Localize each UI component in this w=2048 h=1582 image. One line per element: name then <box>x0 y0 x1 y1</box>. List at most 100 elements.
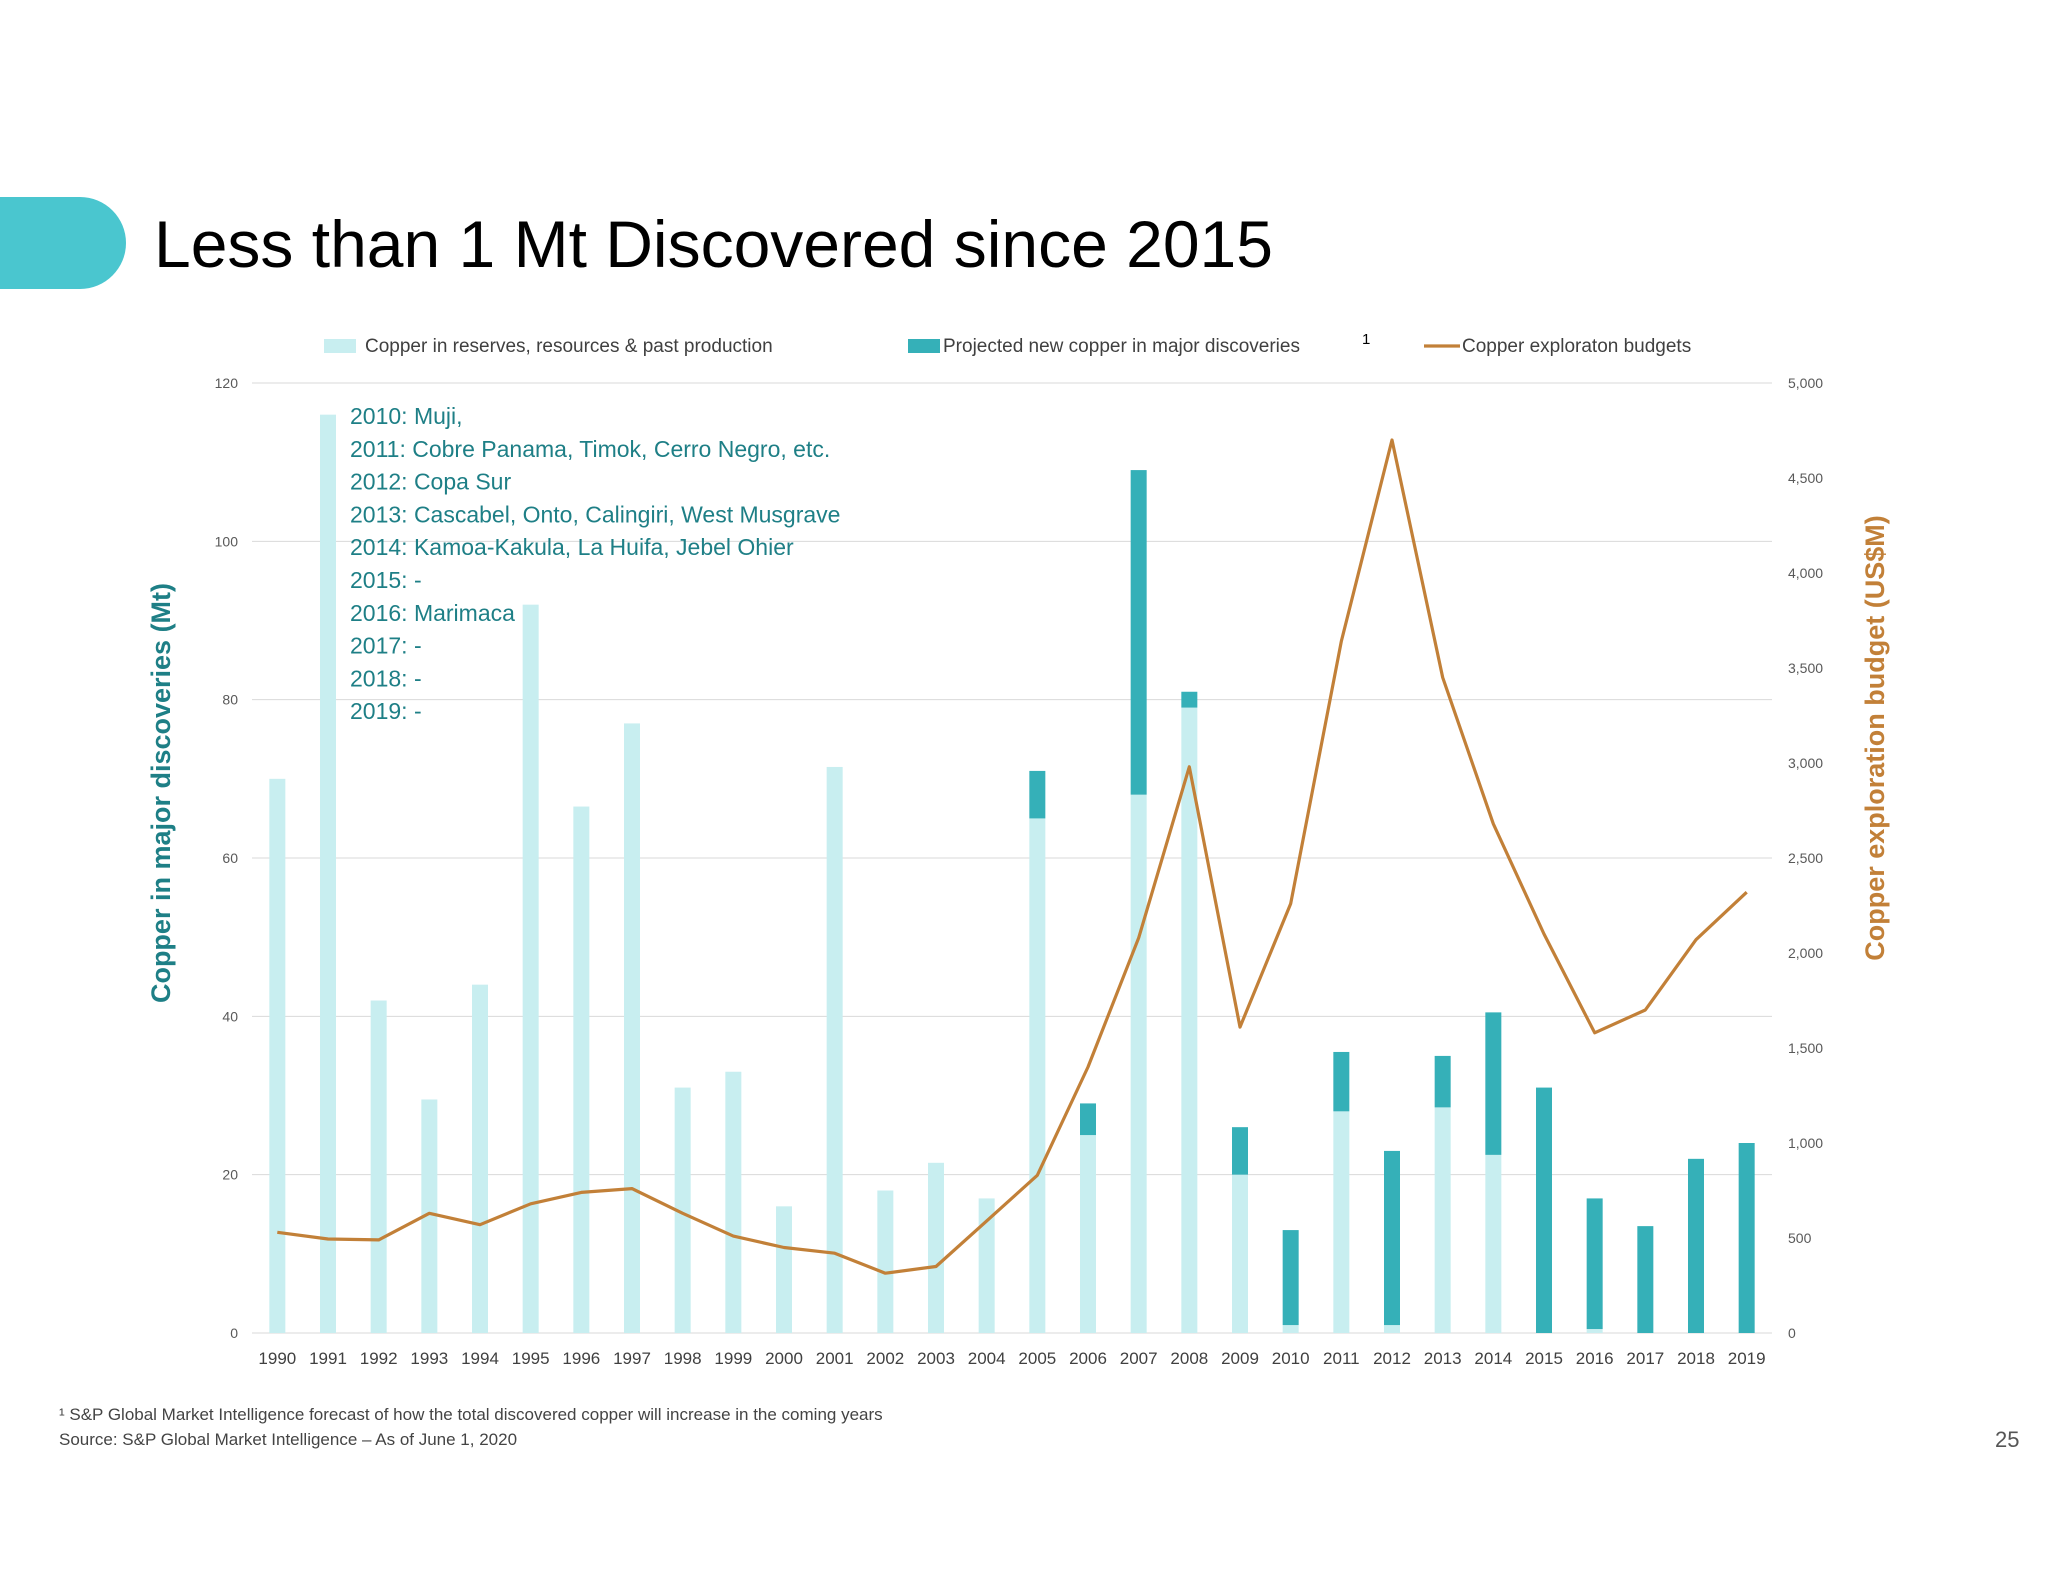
discovery-annotation: 2016: Marimaca <box>350 600 515 626</box>
x-tick-label: 2001 <box>816 1349 854 1368</box>
bar-reserves <box>320 414 336 1334</box>
right-tick-label: 1,000 <box>1788 1135 1823 1151</box>
bar-projected <box>1485 1012 1502 1155</box>
right-tick-label: 500 <box>1788 1230 1812 1246</box>
legend-swatch-reserves <box>324 339 356 353</box>
legend-swatch-projected <box>908 339 940 353</box>
x-tick-label: 1992 <box>360 1349 398 1368</box>
bar-reserves <box>1282 1325 1299 1333</box>
bar-reserves <box>978 1198 995 1333</box>
annotations: 2010: Muji, 2011: Cobre Panama, Timok, Ce… <box>350 403 840 724</box>
x-tick-label: 2015 <box>1525 1349 1563 1368</box>
budget-line <box>277 438 1748 1275</box>
x-tick-label: 1997 <box>613 1349 651 1368</box>
x-tick-label: 1999 <box>714 1349 752 1368</box>
legend-footnote-marker: 1 <box>1362 331 1370 348</box>
x-tick-label: 2000 <box>765 1349 803 1368</box>
bar-projected <box>1333 1051 1350 1112</box>
slide-accent-tab <box>0 197 126 289</box>
left-tick-label: 40 <box>222 1008 238 1024</box>
bar-reserves <box>269 778 286 1333</box>
bar-reserves <box>1232 1174 1248 1333</box>
x-tick-label: 2011 <box>1323 1349 1360 1368</box>
page-number: 25 <box>1995 1427 2020 1452</box>
right-tick-label: 2,500 <box>1788 850 1823 866</box>
bar-projected <box>1637 1226 1654 1333</box>
bar-reserves <box>877 1190 894 1333</box>
bar-reserves <box>522 604 539 1333</box>
left-tick-label: 20 <box>222 1167 238 1183</box>
x-tick-label: 2007 <box>1120 1349 1158 1368</box>
right-tick-label: 4,500 <box>1788 470 1823 486</box>
bar-projected <box>1282 1230 1299 1326</box>
x-tick-label: 1996 <box>562 1349 600 1368</box>
x-tick-label: 1995 <box>512 1349 550 1368</box>
x-tick-label: 2006 <box>1069 1349 1107 1368</box>
x-tick-label: 2003 <box>917 1349 955 1368</box>
x-tick-label: 1998 <box>664 1349 702 1368</box>
x-tick-label: 2002 <box>866 1349 904 1368</box>
discovery-annotation: 2015: - <box>350 567 422 593</box>
bar-projected <box>1232 1127 1248 1175</box>
bar-reserves <box>1485 1154 1502 1333</box>
legend: Copper in reserves, resources & past pro… <box>324 331 1691 357</box>
bar-reserves <box>1434 1107 1451 1333</box>
bar-reserves <box>725 1071 742 1333</box>
gridlines <box>252 382 1772 1334</box>
right-tick-label: 2,000 <box>1788 945 1823 961</box>
right-tick-label: 5,000 <box>1788 375 1823 391</box>
bar-reserves <box>776 1206 792 1333</box>
bar-reserves <box>421 1099 438 1333</box>
right-tick-label: 1,500 <box>1788 1040 1823 1056</box>
bar-reserves <box>1333 1111 1350 1333</box>
x-tick-label: 1991 <box>309 1349 347 1368</box>
bar-reserves <box>826 766 843 1333</box>
legend-label-reserves: Copper in reserves, resources & past pro… <box>365 336 773 357</box>
right-tick-label: 0 <box>1788 1325 1796 1341</box>
bar-projected <box>1688 1158 1704 1333</box>
bar-reserves <box>624 723 640 1333</box>
left-tick-label: 80 <box>222 692 238 708</box>
x-tick-label: 1990 <box>258 1349 296 1368</box>
bars <box>269 414 1755 1334</box>
discovery-annotation: 2017: - <box>350 633 422 659</box>
bar-projected <box>1536 1087 1552 1333</box>
bar-reserves <box>1130 794 1147 1333</box>
x-tick-label: 2014 <box>1474 1349 1512 1368</box>
legend-label-projected: Projected new copper in major discoverie… <box>943 336 1300 357</box>
discovery-annotation: 2019: - <box>350 698 422 724</box>
bar-reserves <box>1080 1135 1096 1333</box>
bar-reserves <box>674 1087 691 1333</box>
discovery-annotation: 2013: Cascabel, Onto, Calingiri, West Mu… <box>350 501 840 527</box>
page-title: Less than 1 Mt Discovered since 2015 <box>154 207 1273 281</box>
bar-projected <box>1130 470 1147 795</box>
discovery-annotation: 2014: Kamoa-Kakula, La Huifa, Jebel Ohie… <box>350 534 794 560</box>
legend-label-budget: Copper exploraton budgets <box>1462 336 1691 357</box>
discovery-annotation: 2011: Cobre Panama, Timok, Cerro Negro, … <box>350 436 830 462</box>
bar-projected <box>1384 1150 1400 1326</box>
x-tick-label: 1993 <box>410 1349 448 1368</box>
x-tick-label: 2009 <box>1221 1349 1259 1368</box>
footnote: ¹ S&P Global Market Intelligence forecas… <box>59 1405 883 1424</box>
discovery-annotation: 2010: Muji, <box>350 403 463 429</box>
bar-reserves <box>1029 818 1046 1333</box>
right-axis-title: Copper exploration budget (US$M) <box>1860 515 1890 961</box>
right-tick-label: 4,000 <box>1788 565 1823 581</box>
bar-reserves <box>573 806 590 1333</box>
x-tick-label: 2017 <box>1626 1349 1664 1368</box>
bar-reserves <box>928 1162 944 1333</box>
discovery-annotation: 2018: - <box>350 665 422 691</box>
x-tick-label: 2018 <box>1677 1349 1715 1368</box>
discovery-annotation: 2012: Copa Sur <box>350 469 511 495</box>
bar-projected <box>1434 1055 1451 1108</box>
bar-reserves <box>1181 707 1198 1333</box>
budget-series-line <box>277 438 1748 1275</box>
bar-projected <box>1738 1143 1755 1333</box>
x-tick-label: 2010 <box>1272 1349 1310 1368</box>
bar-projected <box>1586 1198 1603 1330</box>
x-tick-label: 2016 <box>1576 1349 1614 1368</box>
left-tick-label: 120 <box>215 375 239 391</box>
bar-reserves <box>1384 1325 1400 1333</box>
x-tick-label: 1994 <box>461 1349 499 1368</box>
